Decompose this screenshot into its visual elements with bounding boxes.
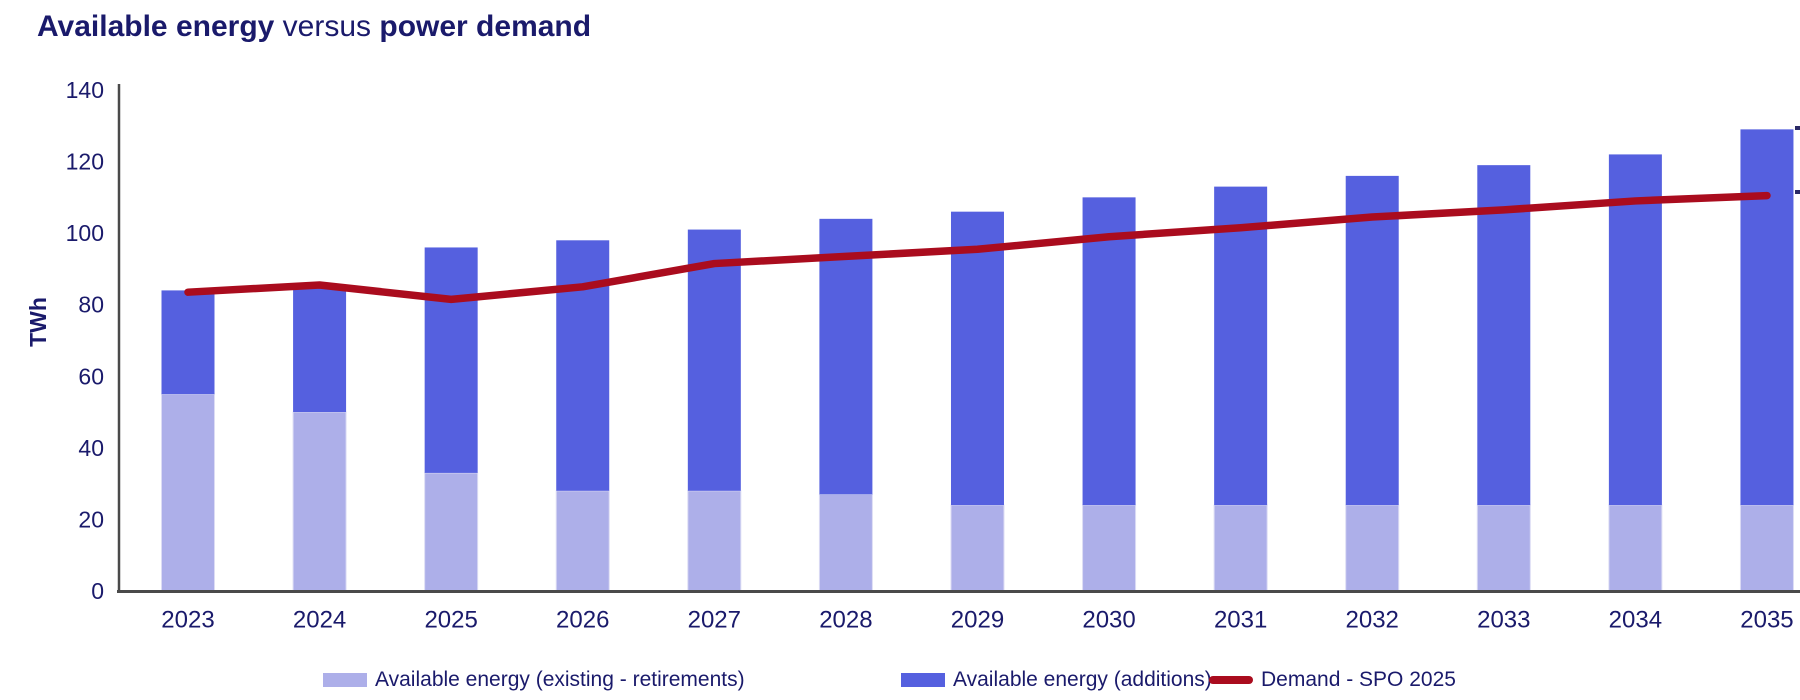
- bar-additions: [1082, 197, 1136, 506]
- x-tick-label: 2027: [688, 607, 741, 634]
- y-tick-label: 80: [78, 292, 104, 318]
- bar-additions: [161, 290, 215, 395]
- x-tick-label: 2032: [1346, 607, 1399, 634]
- bar-existing: [687, 490, 742, 592]
- legend-label-existing: Available energy (existing - retirements…: [375, 668, 745, 691]
- legend-swatch-existing: [323, 673, 367, 687]
- x-tick-label: 2026: [556, 607, 609, 634]
- bar-additions: [1345, 175, 1399, 506]
- x-tick-label: 2023: [161, 607, 214, 634]
- bar-additions: [556, 240, 610, 491]
- bar-existing: [555, 490, 610, 592]
- x-tick-label: 2024: [293, 607, 346, 634]
- bar-existing: [424, 472, 479, 592]
- bar-existing: [950, 504, 1005, 592]
- bar-additions: [1214, 186, 1268, 506]
- bar-additions: [950, 211, 1004, 506]
- y-tick-label: 40: [78, 435, 104, 461]
- y-tick-label: 60: [78, 363, 104, 389]
- legend-item-additions: Available energy (additions): [901, 666, 1212, 694]
- clipped-label-fragment: [1795, 190, 1800, 194]
- x-tick-label: 2033: [1477, 607, 1530, 634]
- x-tick-label: 2030: [1082, 607, 1135, 634]
- y-tick-label: 20: [78, 506, 104, 532]
- y-tick-label: 140: [66, 77, 104, 103]
- bar-additions: [1477, 165, 1531, 506]
- bar-additions: [424, 247, 478, 473]
- bar-additions: [1740, 129, 1794, 506]
- legend-swatch-demand-line: [1209, 676, 1253, 684]
- bar-additions: [819, 218, 873, 495]
- bar-existing: [1608, 504, 1663, 592]
- x-tick-label: 2034: [1609, 607, 1662, 634]
- x-tick-label: 2035: [1740, 607, 1793, 634]
- chart-title-part-regular: versus: [274, 10, 380, 43]
- bar-existing: [1739, 504, 1794, 592]
- bar-existing: [292, 411, 347, 592]
- demand-line: [184, 191, 1771, 304]
- x-tick-label: 2031: [1214, 607, 1267, 634]
- y-axis-title: TWh: [25, 297, 51, 347]
- bar-existing: [1082, 504, 1137, 592]
- legend-label-demand: Demand - SPO 2025: [1261, 668, 1456, 691]
- legend-label-additions: Available energy (additions): [953, 668, 1212, 691]
- bar-existing: [1345, 504, 1400, 592]
- bar-existing: [1213, 504, 1268, 592]
- x-tick-label: 2028: [819, 607, 872, 634]
- legend-swatch-additions: [901, 673, 945, 687]
- x-tick-label: 2025: [424, 607, 477, 634]
- clipped-label-fragment: [1795, 126, 1800, 130]
- legend-item-existing: Available energy (existing - retirements…: [323, 666, 745, 694]
- bar-existing: [1476, 504, 1531, 592]
- chart-title-part-bold-2: power demand: [379, 10, 592, 43]
- chart-title-part-bold-1: Available energy: [37, 10, 275, 43]
- bar-additions: [687, 229, 741, 491]
- bar-additions: [1608, 154, 1662, 506]
- chart-title: Available energy versus power demand: [37, 10, 591, 44]
- y-tick-label: 120: [66, 149, 104, 175]
- y-tick-label: 0: [91, 578, 104, 604]
- legend-item-demand: Demand - SPO 2025: [1209, 666, 1456, 694]
- bar-existing: [818, 493, 873, 592]
- bar-additions: [293, 286, 347, 413]
- x-tick-label: 2029: [951, 607, 1004, 634]
- y-tick-label: 100: [66, 220, 104, 246]
- bar-existing: [161, 393, 215, 592]
